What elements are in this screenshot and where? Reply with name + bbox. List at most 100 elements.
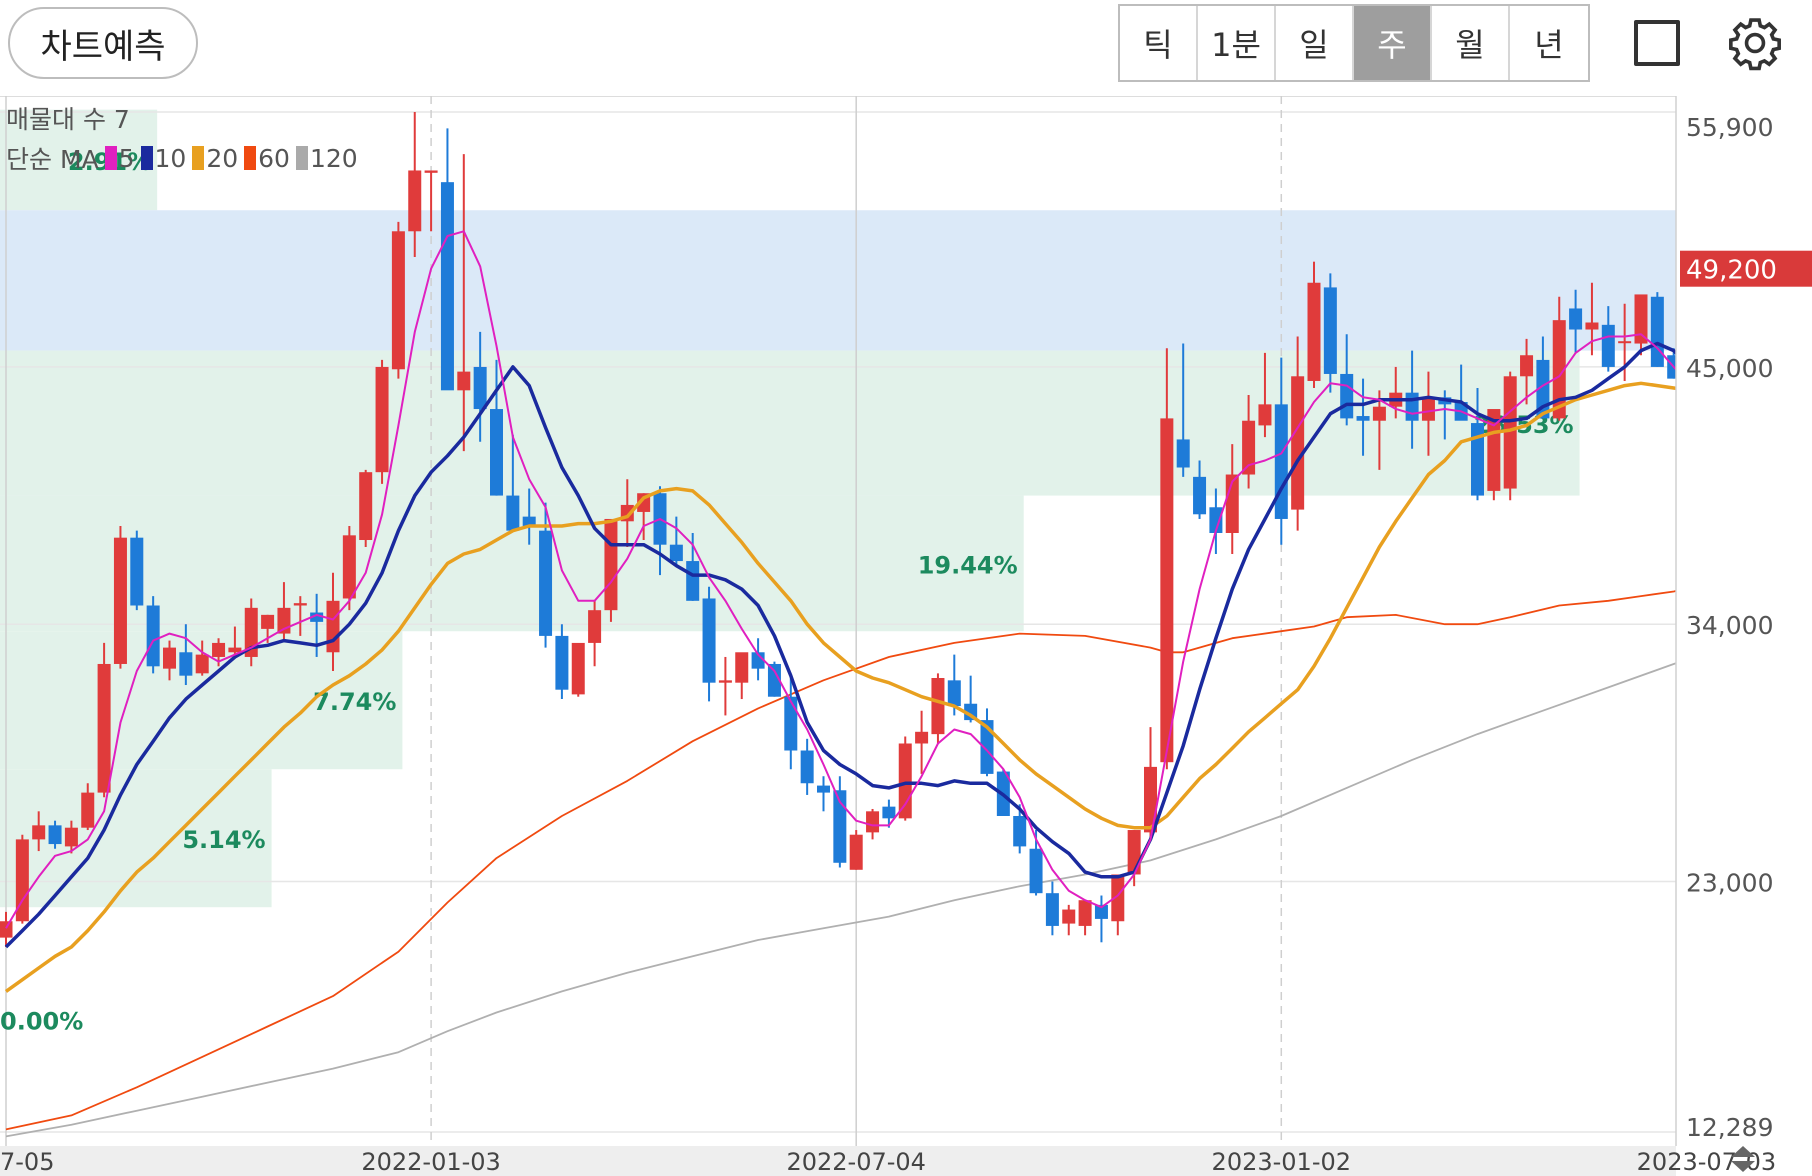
ma20-label: 20 [206,143,239,173]
candle-body [195,654,209,674]
candle-body [1585,322,1599,330]
candle-body [1552,320,1566,419]
candle-body [1111,874,1125,922]
candle-body [1601,324,1615,367]
candle-body [97,663,111,793]
ma10-label: 10 [154,143,187,173]
volume-profile-bar [0,109,158,211]
ma20-line [4,374,1773,993]
ma60-swatch [244,146,257,170]
candle-body [1340,373,1354,419]
x-axis-tick-label: 2023-01-02 [1212,1148,1351,1176]
candle-body [555,635,569,690]
tab-week[interactable]: 주 [1354,6,1432,80]
ma5-label: 5 [118,143,135,173]
ma5-line [5,230,1773,929]
ma-legend-title: 단순 MA [6,145,99,174]
candle-body [784,696,798,751]
candle-body [1062,909,1076,924]
last-price-tag [1680,250,1812,287]
tab-day[interactable]: 일 [1276,6,1354,80]
candle-body [1176,439,1190,468]
candle-body [1291,376,1305,510]
candle-body [1144,766,1157,833]
candle-body [1471,423,1484,496]
volume-profile-bar [0,210,1676,351]
volume-profile-percent: 5.14% [182,826,265,854]
y-axis-tick-label: 34,000 [1686,611,1773,640]
candle-body [293,603,307,606]
candle-body [1650,296,1664,367]
candle-body [473,366,487,410]
scroll-handle-icon[interactable] [1728,1144,1758,1174]
ma60-label: 60 [258,143,290,173]
y-axis-tick-label: 55,900 [1686,113,1773,142]
candle-body [15,839,29,922]
ma120-label: 120 [309,143,358,173]
candle-body [686,561,700,601]
ma20-swatch [192,146,205,170]
candle-body [1503,376,1517,489]
x-axis-tick-label: 2022-07-04 [786,1148,925,1176]
candle-body [1160,418,1174,763]
candle-body [179,652,193,676]
candle-body [1421,397,1435,421]
candle-body [0,921,13,938]
candle-body [833,790,847,863]
ma-legend: 단순 MA 5 10 20 60 120 [6,140,358,176]
candle-body [440,182,454,391]
candle-body [817,785,830,793]
candle-body [1029,848,1043,894]
chart-predict-button[interactable]: 차트예측 [8,7,198,79]
candle-body [490,409,503,496]
candle-body [702,598,716,683]
volume-profile-percent: 19.44% [918,551,1018,579]
candle-body [1307,282,1321,381]
volume-profile-percent: 0.00% [0,1008,83,1036]
y-axis-tick-label: 45,000 [1686,354,1773,383]
tab-year[interactable]: 년 [1510,6,1588,80]
ma120-swatch [295,146,308,170]
fullscreen-square-icon[interactable] [1634,20,1680,66]
candle-body [1274,404,1288,519]
candle-body [1094,904,1108,919]
candle-body [522,516,536,526]
candle-body [1013,815,1027,847]
candle-body [539,530,553,636]
tab-month[interactable]: 월 [1432,6,1510,80]
candle-body [1078,900,1092,926]
period-tabs: 틱 1분 일 주 월 년 [1118,4,1590,82]
candle-body [375,366,389,473]
ma60-line [5,553,1773,1131]
candle-body [718,680,732,683]
candle-body [64,827,78,847]
candle-body [588,610,602,643]
ma120-line [5,628,1773,1138]
last-price-label: 49,200 [1686,256,1777,286]
x-axis-band [0,1146,1676,1176]
ma10-line [4,341,1773,949]
candle-body [800,750,814,784]
candle-body [1323,287,1337,374]
candle-body [326,600,340,653]
candle-body [506,495,520,531]
candle-body [146,605,160,667]
volume-profile-bar [0,350,1580,496]
candle-body [1209,507,1223,533]
candle-body [1356,416,1370,421]
candle-body [1634,294,1648,344]
candle-body [751,652,765,669]
tab-1min[interactable]: 1분 [1198,6,1276,80]
gear-icon[interactable] [1726,14,1784,72]
candle-body [915,731,929,744]
candle-body [1520,355,1534,377]
candle-body [342,535,356,599]
candle-body [1127,830,1141,875]
candle-body [735,652,749,683]
candle-body [1193,476,1207,515]
tab-tick[interactable]: 틱 [1120,6,1198,80]
candlestick-chart[interactable]: 2.91%34.33%28.53%19.44%7.74%5.14%0.00%55… [0,96,1812,1176]
x-axis-tick-label: 2022-01-03 [361,1148,500,1176]
candle-body [1242,420,1256,475]
candle-body [113,537,127,664]
